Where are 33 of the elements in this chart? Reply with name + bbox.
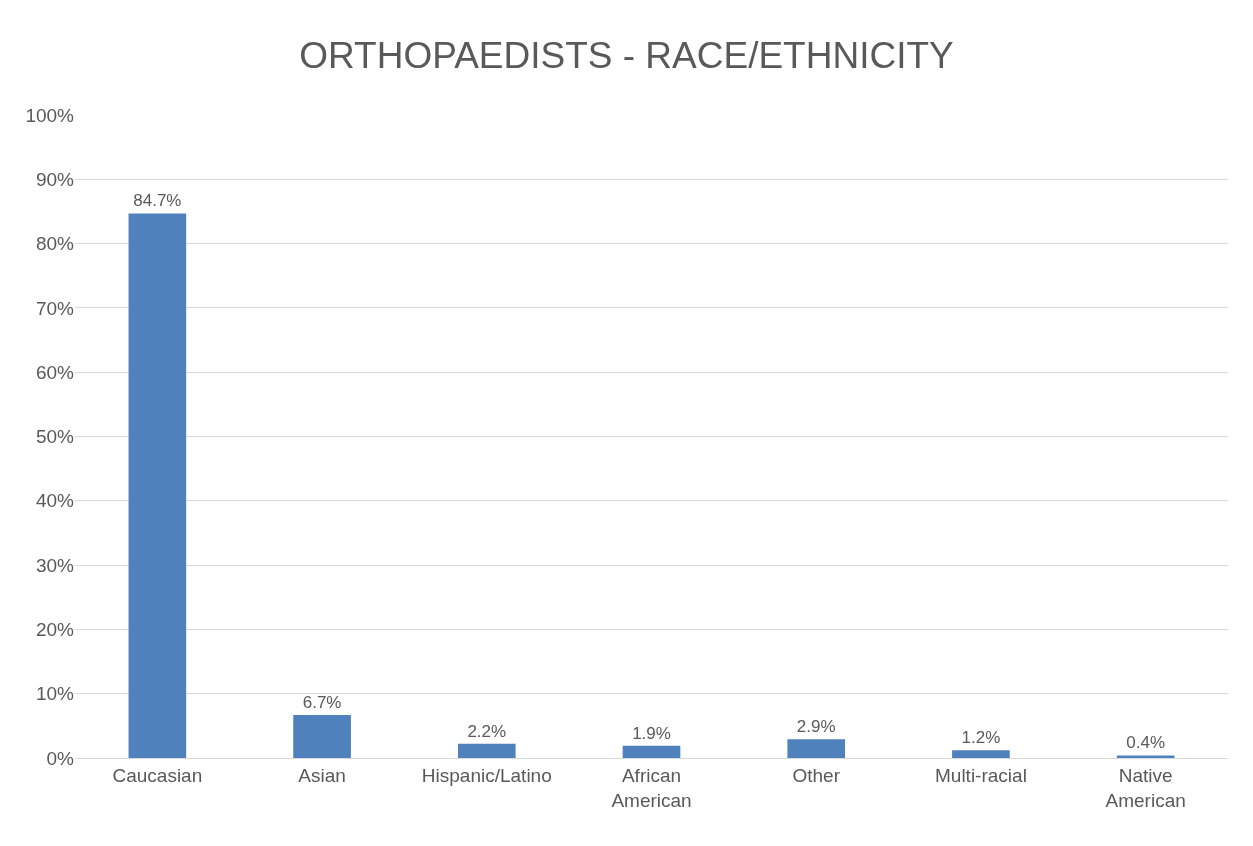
x-tick-label: Hispanic/Latino [421, 764, 552, 786]
bar [128, 213, 187, 758]
data-label: 6.7% [302, 692, 342, 712]
y-tick-label: 90% [35, 168, 75, 190]
data-label: 2.2% [467, 721, 507, 741]
y-tick-label: 50% [35, 426, 75, 448]
data-label: 2.9% [796, 717, 836, 737]
data-label: 1.2% [961, 728, 1001, 748]
y-tick-label: 70% [35, 297, 75, 319]
data-label: 1.9% [632, 723, 671, 743]
bar [457, 743, 516, 758]
y-tick-label: 0% [46, 747, 75, 769]
y-tick-label: 20% [35, 619, 75, 641]
y-tick-label: 100% [25, 104, 75, 126]
x-tick-label: Other [792, 764, 841, 786]
x-tick-label: Multi-racial [935, 764, 1027, 786]
x-tick-label: Caucasian [112, 764, 203, 786]
bar [952, 750, 1010, 758]
chart-title: ORTHOPAEDISTS - RACE/ETHNICITY [299, 34, 954, 76]
bar [787, 739, 846, 758]
y-tick-label: 60% [35, 361, 75, 383]
bar [1116, 755, 1175, 758]
y-tick-label: 30% [35, 554, 75, 576]
y-tick-label: 40% [35, 490, 75, 512]
bar [622, 745, 681, 758]
data-label: 84.7% [133, 191, 182, 211]
x-tick-label: Native American [1105, 764, 1186, 811]
bar [293, 714, 351, 758]
data-label: 0.4% [1126, 733, 1166, 753]
y-tick-label: 80% [35, 233, 75, 255]
x-tick-label: Asian [298, 764, 346, 786]
y-tick-label: 10% [35, 683, 75, 705]
x-tick-label: African American [611, 764, 692, 811]
